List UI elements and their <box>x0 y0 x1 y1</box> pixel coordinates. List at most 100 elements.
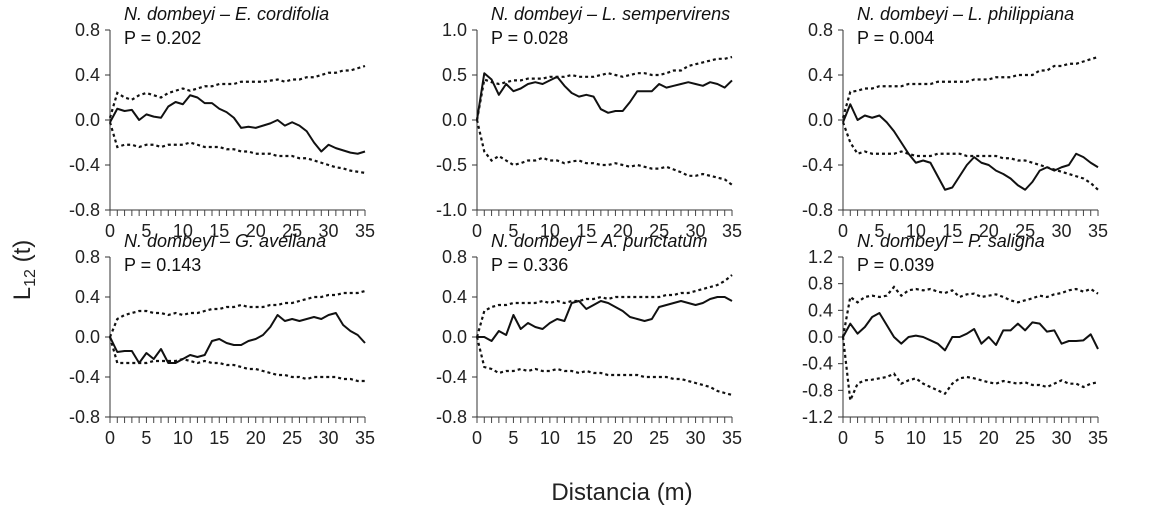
x-tick-label: 25 <box>649 221 669 241</box>
y-tick-label: -0.5 <box>436 155 467 175</box>
chart-title: N. dombeyi – A. punctatum <box>491 231 707 251</box>
x-tick-label: 5 <box>508 221 518 241</box>
y-tick-label: 0.4 <box>808 300 833 320</box>
p-value-annotation: P = 0.202 <box>124 28 201 48</box>
y-tick-label: -0.4 <box>69 155 100 175</box>
y-tick-label: -0.8 <box>802 380 833 400</box>
lower-envelope-line <box>108 121 366 174</box>
x-tick-label: 5 <box>874 428 884 448</box>
y-tick-label: 0.0 <box>808 327 833 347</box>
x-tick-label: 20 <box>613 221 633 241</box>
x-tick-label: 0 <box>105 428 115 448</box>
x-tick-label: 5 <box>141 428 151 448</box>
y-tick-label: -0.4 <box>69 367 100 387</box>
x-tick-label: 0 <box>105 221 115 241</box>
chart-title: N. dombeyi – E. cordifolia <box>124 4 329 24</box>
x-tick-label: 30 <box>1052 428 1072 448</box>
x-tick-label: 15 <box>942 428 962 448</box>
x-tick-label: 0 <box>472 428 482 448</box>
p-value-annotation: P = 0.004 <box>857 28 934 48</box>
x-tick-label: 20 <box>246 428 266 448</box>
x-tick-label: 35 <box>722 221 742 241</box>
x-tick-label: 35 <box>355 428 375 448</box>
lower-envelope-line <box>475 336 733 397</box>
upper-envelope-line <box>108 289 366 338</box>
x-tick-label: 25 <box>1015 428 1035 448</box>
chart-title: N. dombeyi – P. saligna <box>857 231 1045 251</box>
observed-line <box>109 94 366 155</box>
x-tick-label: 30 <box>319 221 339 241</box>
x-tick-label: 35 <box>1088 221 1108 241</box>
y-tick-label: 0.8 <box>75 247 100 267</box>
x-tick-label: 25 <box>282 428 302 448</box>
lower-envelope-line <box>841 121 1099 191</box>
x-tick-label: 30 <box>686 428 706 448</box>
upper-envelope-line <box>841 285 1099 338</box>
y-axis-title-main: L <box>9 287 36 300</box>
y-tick-label: 1.0 <box>442 20 467 40</box>
x-tick-label: 35 <box>722 428 742 448</box>
p-value-annotation: P = 0.028 <box>491 28 568 48</box>
y-tick-label: -0.8 <box>802 200 833 220</box>
chart-panel-5: -0.8 -0.4 0.0 0.4 0.8 0 5 10 15 20 25 30 35 N. dombey… <box>436 231 742 448</box>
x-tick-label: 5 <box>874 221 884 241</box>
x-tick-label: 10 <box>906 428 926 448</box>
chart-panel-6: -1.2 -0.8 -0.4 0.0 0.4 0.8 1.2 0 5 10 15 20 25 30 35 N.… <box>802 231 1108 448</box>
y-tick-label: 0.0 <box>442 110 467 130</box>
y-axis-title: L12 (t) <box>9 240 39 300</box>
y-tick-label: 0.4 <box>75 287 100 307</box>
y-tick-label: 0.5 <box>442 65 467 85</box>
x-tick-label: 15 <box>209 428 229 448</box>
x-tick-label: 15 <box>209 221 229 241</box>
upper-envelope-line <box>475 274 733 338</box>
y-tick-label: 0.8 <box>75 20 100 40</box>
lower-envelope-line <box>108 336 365 383</box>
y-tick-label: 0.8 <box>808 274 833 294</box>
x-tick-label: 10 <box>173 428 193 448</box>
chart-panel-1: -0.8 -0.4 0.0 0.4 0.8 0 5 10 15 20 25 30 35 N. dombey… <box>69 4 375 241</box>
x-tick-label: 0 <box>838 221 848 241</box>
observed-line <box>842 103 1099 191</box>
x-tick-label: 5 <box>508 428 518 448</box>
x-tick-label: 15 <box>576 428 596 448</box>
x-tick-label: 0 <box>472 221 482 241</box>
x-tick-label: 10 <box>540 428 560 448</box>
y-tick-label: 0.0 <box>442 327 467 347</box>
x-tick-label: 25 <box>282 221 302 241</box>
upper-envelope-line <box>108 64 366 119</box>
observed-line <box>109 312 366 364</box>
x-tick-label: 20 <box>979 221 999 241</box>
x-axis-title: Distancia (m) <box>551 479 692 506</box>
chart-title: N. dombeyi – L. sempervirens <box>491 4 730 24</box>
x-tick-label: 20 <box>979 428 999 448</box>
x-tick-label: 30 <box>686 221 706 241</box>
x-tick-label: 25 <box>1015 221 1035 241</box>
p-value-annotation: P = 0.336 <box>491 255 568 275</box>
y-tick-label: -0.8 <box>69 200 100 220</box>
p-value-annotation: P = 0.143 <box>124 255 201 275</box>
chart-panel-4: -0.8 -0.4 0.0 0.4 0.8 0 5 10 15 20 25 30 35 N. dombey… <box>69 231 375 448</box>
x-tick-label: 25 <box>649 428 669 448</box>
y-tick-label: 0.4 <box>75 65 100 85</box>
p-value-annotation: P = 0.039 <box>857 255 934 275</box>
y-tick-label: -0.4 <box>802 354 833 374</box>
x-tick-label: 15 <box>942 221 962 241</box>
observed-line <box>842 312 1099 352</box>
y-tick-label: -1.0 <box>436 200 467 220</box>
y-tick-label: 0.0 <box>75 327 100 347</box>
y-tick-label: 0.4 <box>808 65 833 85</box>
y-axis-title-tail: (t) <box>9 240 36 269</box>
x-tick-label: 20 <box>613 428 633 448</box>
x-tick-label: 10 <box>173 221 193 241</box>
panels-group: -0.8-0.40.00.40.80 5 10 15 20 25 30 35N. dombey… <box>69 4 1108 448</box>
y-tick-label: -1.2 <box>802 407 833 427</box>
x-tick-label: 10 <box>540 221 560 241</box>
x-tick-label: 30 <box>1052 221 1072 241</box>
upper-envelope-line <box>475 55 733 121</box>
observed-line <box>477 296 733 342</box>
chart-title: N. dombeyi – G. avellana <box>124 231 326 251</box>
y-tick-label: 0.8 <box>442 247 467 267</box>
x-tick-label: 0 <box>838 428 848 448</box>
upper-envelope-line <box>841 55 1099 119</box>
